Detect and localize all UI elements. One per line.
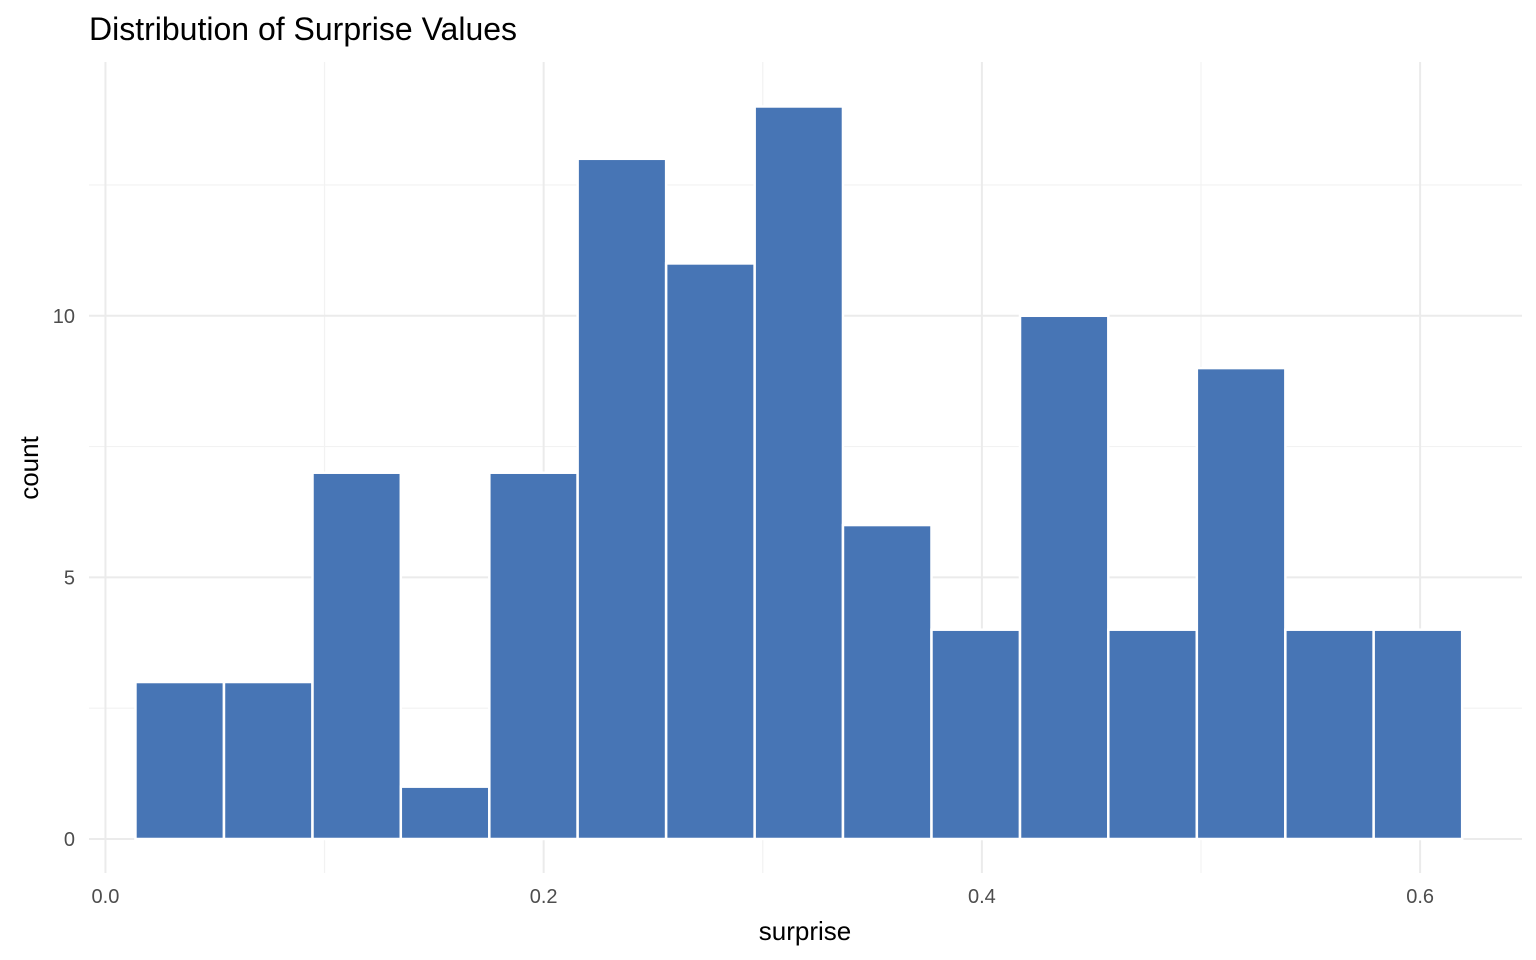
y-axis-title: count xyxy=(14,435,44,499)
x-tick-label: 0.4 xyxy=(968,886,996,908)
histogram-bar-6 xyxy=(576,157,668,841)
x-tick-label: 0.0 xyxy=(92,886,120,908)
histogram-bar-7 xyxy=(664,262,756,841)
histogram-bar-11 xyxy=(1018,314,1110,841)
histogram-bar-14 xyxy=(1284,628,1375,841)
x-tick-label: 0.2 xyxy=(530,886,558,908)
x-tick-label: 0.6 xyxy=(1406,886,1434,908)
histogram-bar-8 xyxy=(753,105,845,841)
x-axis-ticks: 0.0 0.2 0.4 0.6 xyxy=(92,886,1434,908)
histogram-bar-9 xyxy=(841,523,933,841)
histogram-bar-10 xyxy=(930,628,1022,841)
histogram-bar-4 xyxy=(399,785,491,841)
x-axis-title: surprise xyxy=(759,916,851,946)
histogram-bar-15 xyxy=(1372,628,1464,841)
chart-title: Distribution of Surprise Values xyxy=(89,11,517,47)
histogram-bar-5 xyxy=(488,471,579,841)
y-tick-label: 5 xyxy=(64,567,75,589)
histogram-bar-3 xyxy=(311,471,403,841)
histogram-bar-12 xyxy=(1107,628,1199,841)
histogram-bar-2 xyxy=(222,680,314,841)
histogram-bar-13 xyxy=(1195,366,1287,841)
y-tick-label: 10 xyxy=(53,306,75,328)
histogram-bars xyxy=(134,105,1464,841)
y-axis-ticks: 0 5 10 xyxy=(53,306,75,851)
histogram-bar-1 xyxy=(134,680,226,841)
y-tick-label: 0 xyxy=(64,829,75,851)
